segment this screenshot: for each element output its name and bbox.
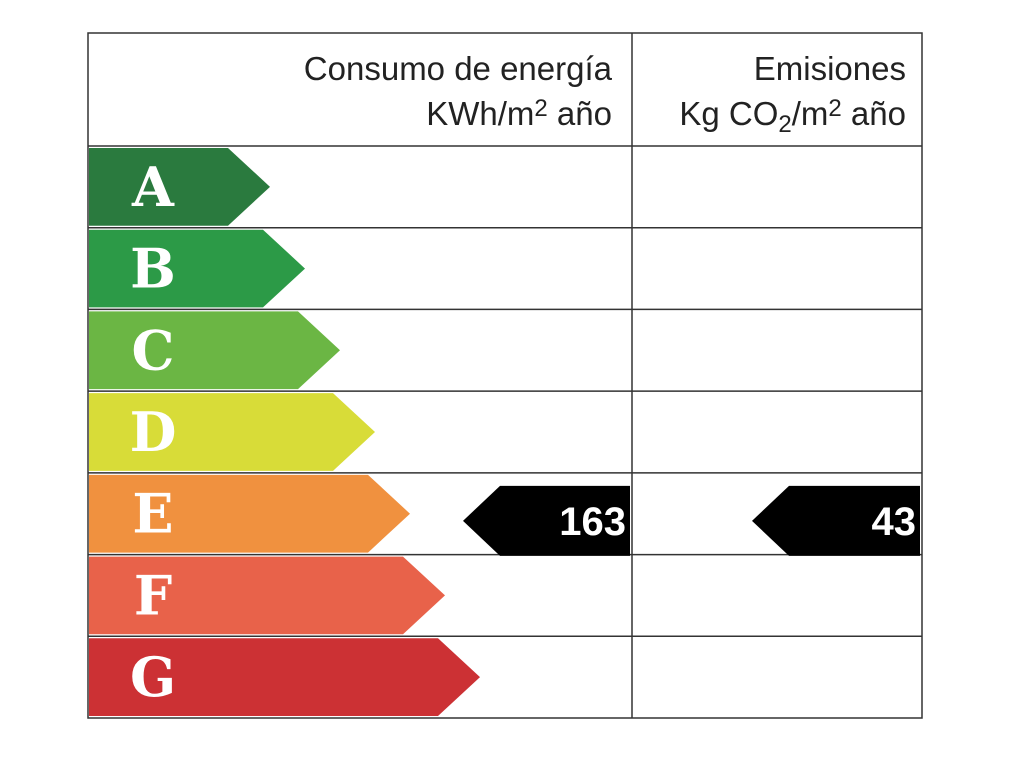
class-arrow — [89, 474, 410, 553]
class-letter: C — [132, 318, 175, 382]
energy-title: Consumo de energía — [304, 50, 613, 87]
unit-part: año — [548, 95, 612, 132]
class-arrow — [89, 393, 375, 471]
emissions-title: Emisiones — [754, 50, 906, 87]
class-letter: D — [130, 400, 177, 464]
class-letter: G — [130, 645, 176, 709]
unit-part: Kg CO — [679, 95, 778, 132]
class-letter: B — [130, 237, 176, 301]
class-arrow — [89, 638, 480, 716]
unit-part: KWh/m — [426, 95, 534, 132]
emissions-unit: Kg CO2/m2 año — [679, 95, 906, 138]
class-letter: F — [134, 563, 172, 627]
class-letter: E — [132, 482, 173, 546]
rating-indicator — [463, 485, 630, 556]
unit-sup: 2 — [534, 95, 547, 122]
class-arrow — [89, 229, 305, 308]
energy-unit: KWh/m2 año — [426, 95, 612, 132]
unit-sup: 2 — [828, 95, 841, 122]
class-arrow — [89, 311, 340, 390]
unit-part: año — [842, 95, 906, 132]
rating-indicator — [752, 485, 920, 556]
class-arrow — [89, 148, 270, 226]
table-border — [87, 32, 923, 719]
unit-part: /m — [792, 95, 829, 132]
rating-value: 43 — [872, 500, 917, 544]
class-arrow — [89, 556, 445, 635]
class-letter: A — [131, 155, 175, 219]
rating-value: 163 — [559, 500, 626, 544]
unit-sub: 2 — [778, 111, 791, 138]
